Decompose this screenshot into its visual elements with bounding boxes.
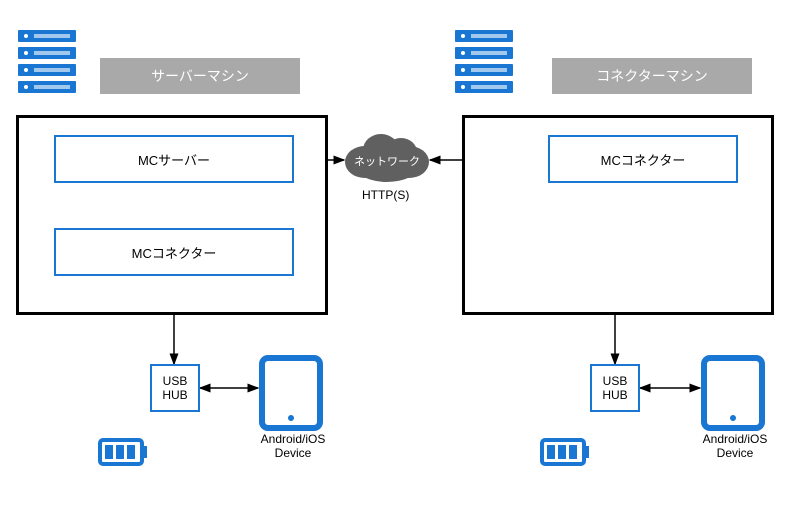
battery-icon — [100, 440, 147, 464]
battery-icon — [542, 440, 589, 464]
hub-label: HUB — [162, 388, 187, 402]
server-machine-label: サーバーマシン — [100, 58, 300, 94]
connector-machine-label: コネクターマシン — [552, 58, 752, 94]
server-rack-icon — [455, 30, 513, 93]
mc-connector-left-box: MCコネクター — [54, 228, 294, 276]
usb-label: USB — [163, 374, 188, 388]
device-caption-left: Android/iOS Device — [248, 432, 338, 460]
mc-server-box: MCサーバー — [54, 135, 294, 183]
tablet-icon — [262, 358, 320, 428]
device-caption-right: Android/iOS Device — [690, 432, 780, 460]
tablet-icon — [704, 358, 762, 428]
usb-label: USB — [603, 374, 628, 388]
hub-label: HUB — [602, 388, 627, 402]
network-cloud-icon: ネットワーク — [345, 134, 429, 182]
usb-hub-left: USB HUB — [150, 364, 200, 412]
network-label: ネットワーク — [354, 155, 420, 168]
server-rack-icon — [18, 30, 76, 93]
http-label: HTTP(S) — [362, 188, 409, 202]
mc-connector-right-box: MCコネクター — [548, 135, 738, 183]
usb-hub-right: USB HUB — [590, 364, 640, 412]
